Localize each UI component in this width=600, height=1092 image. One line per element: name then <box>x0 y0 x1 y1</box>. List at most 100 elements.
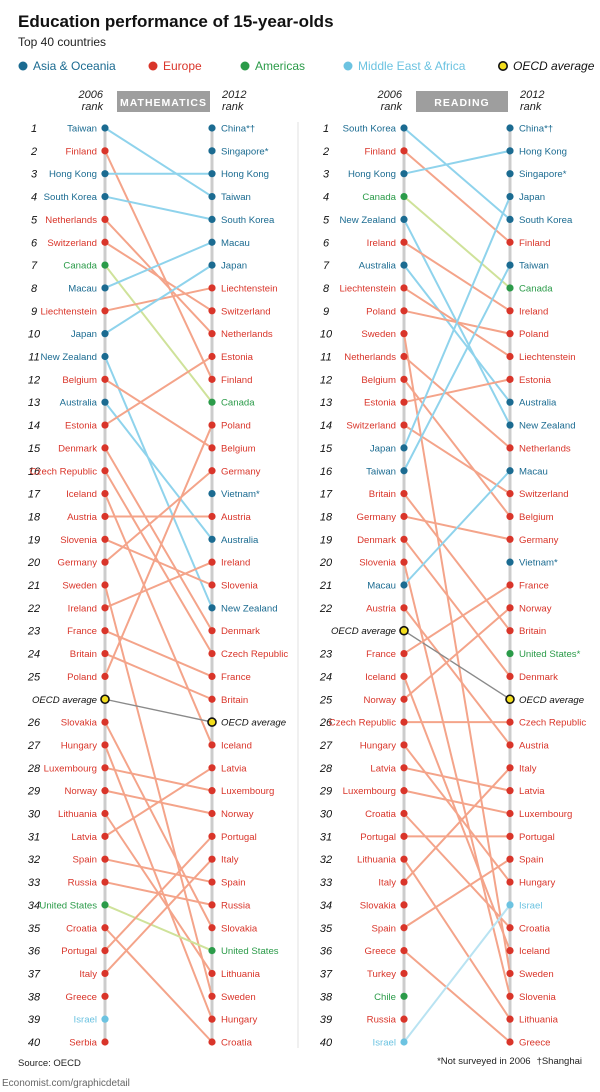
label-2006-italy: Italy <box>79 969 97 980</box>
connector-hungary <box>403 744 511 883</box>
label-2006-germany: Germany <box>357 512 397 523</box>
right-year-header: rank <box>222 101 244 113</box>
dot-2006-france <box>101 627 109 635</box>
label-2012-germany: Germany <box>519 535 559 546</box>
label-2006-switzerland: Switzerland <box>346 421 396 432</box>
label-2006-spain: Spain <box>371 923 396 934</box>
dot-2012-finland <box>208 375 216 383</box>
label-2012-latvia: Latvia <box>221 763 247 774</box>
dot-2006-croatia <box>101 924 109 932</box>
label-2006-croatia: Croatia <box>66 923 98 934</box>
rank-label: 14 <box>320 420 332 432</box>
dot-2006-denmark <box>400 535 408 543</box>
dot-2012-japan <box>208 261 216 269</box>
label-2006-australia: Australia <box>60 398 98 409</box>
rank-label: 9 <box>31 306 37 318</box>
label-2006-germany: Germany <box>58 558 98 569</box>
rank-label: 31 <box>28 831 40 843</box>
rank-label: 38 <box>320 991 333 1003</box>
dot-2012-norway <box>208 809 216 818</box>
label-2012-france: France <box>519 581 549 592</box>
label-2006-netherlands: Netherlands <box>344 352 396 363</box>
dot-2012-belgium <box>506 512 514 521</box>
panel-header-bar <box>117 91 210 112</box>
label-2012-poland: Poland <box>519 329 549 340</box>
dot-2006-netherlands <box>400 352 408 361</box>
dot-2012-slovenia <box>506 992 514 1000</box>
brand-link[interactable]: Economist.com/graphicdetail <box>2 1078 130 1089</box>
label-2012-slovenia: Slovenia <box>519 992 556 1003</box>
dot-2012-united-states <box>208 947 216 955</box>
dot-2012-slovakia <box>208 924 216 932</box>
dot-2012-russia <box>208 901 216 909</box>
connector-estonia <box>104 355 213 426</box>
label-2006-oecd-average: OECD average <box>32 695 97 706</box>
label-2012-singapore: Singapore* <box>221 146 269 157</box>
label-2006-israel: Israel <box>74 1015 97 1026</box>
dot-2006-finland <box>400 147 408 155</box>
label-2006-slovenia: Slovenia <box>60 535 97 546</box>
label-2006-portugal: Portugal <box>61 946 97 957</box>
label-2012-lithuania: Lithuania <box>519 1015 559 1026</box>
dot-2012-germany <box>208 467 216 475</box>
connector-iceland <box>104 493 213 746</box>
label-2012-poland: Poland <box>221 421 251 432</box>
connector-oecd-average <box>104 698 213 723</box>
dot-2006-slovenia <box>400 558 408 566</box>
dot-2006-ireland <box>101 604 109 612</box>
rank-label: 37 <box>320 968 333 980</box>
legend-item-americas: Americas <box>240 59 305 73</box>
label-2006-denmark: Denmark <box>357 535 396 546</box>
dot-2006-iceland <box>101 490 109 498</box>
label-2012-iceland: Iceland <box>221 740 252 751</box>
label-2012-austria: Austria <box>221 512 252 523</box>
rank-label: 13 <box>320 397 333 409</box>
left-2006-column: 1 South Korea 2 Finland 3 Hong Kong 4 Canada 5 Ne… <box>319 123 409 1049</box>
dot-2012-new-zealand <box>208 604 216 612</box>
dot-2012-hong-kong <box>208 170 216 178</box>
dot-2006-canada <box>400 192 408 201</box>
label-2012-taiwan: Taiwan <box>221 192 251 203</box>
label-2012-new-zealand: New Zealand <box>221 603 278 614</box>
label-2012-taiwan: Taiwan <box>519 261 549 272</box>
label-2006-spain: Spain <box>72 855 97 866</box>
rank-label: 18 <box>320 511 333 523</box>
dot-2006-italy <box>101 969 109 978</box>
connector-norway <box>403 607 511 701</box>
label-2006-taiwan: Taiwan <box>366 466 396 477</box>
rank-label: 1 <box>323 123 329 135</box>
label-2012-spain: Spain <box>519 855 544 866</box>
label-2012-austria: Austria <box>519 740 550 751</box>
dot-2012-switzerland <box>506 490 514 498</box>
label-2006-russia: Russia <box>68 878 98 889</box>
left-year-header: rank <box>381 101 403 113</box>
connector-hong-kong <box>403 149 511 175</box>
dot-2006-japan <box>101 330 109 338</box>
connector-greece <box>403 949 511 1043</box>
label-2006-portugal: Portugal <box>360 832 396 843</box>
connector-japan <box>403 196 511 449</box>
rank-label: 23 <box>27 626 41 638</box>
dot-2012-poland <box>208 421 216 429</box>
dot-2006-oecd-average <box>399 625 409 636</box>
rank-label: 6 <box>323 237 330 249</box>
rank-label: 25 <box>27 671 41 683</box>
dot-2006-hong-kong <box>400 170 408 178</box>
dot-2006-austria <box>400 604 408 612</box>
dot-2006-greece <box>101 992 109 1000</box>
footnote-not-surveyed: *Not surveyed in 2006 <box>437 1056 530 1067</box>
rank-label: 15 <box>320 443 333 455</box>
rank-label: 18 <box>28 511 41 523</box>
rank-label: 14 <box>28 420 40 432</box>
dot-2006-macau <box>101 284 109 292</box>
label-2006-luxembourg: Luxembourg <box>44 763 97 774</box>
label-2006-britain: Britain <box>369 489 396 500</box>
connector-austria <box>403 607 511 746</box>
label-2006-czech-republic: Czech Republic <box>30 466 97 477</box>
dot-2012-latvia <box>506 787 514 795</box>
label-2006-japan: Japan <box>370 443 396 454</box>
label-2012-hong-kong: Hong Kong <box>519 146 567 157</box>
rank-label: 36 <box>28 946 41 958</box>
label-2012-italy: Italy <box>221 855 239 866</box>
